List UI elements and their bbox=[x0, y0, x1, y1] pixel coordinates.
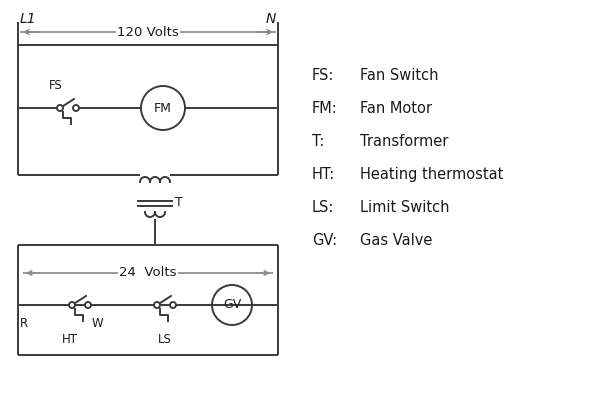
Text: FM:: FM: bbox=[312, 101, 337, 116]
Text: W: W bbox=[92, 317, 104, 330]
Text: FS:: FS: bbox=[312, 68, 335, 83]
Text: FM: FM bbox=[154, 102, 172, 114]
Text: 120 Volts: 120 Volts bbox=[117, 26, 179, 38]
Text: GV: GV bbox=[223, 298, 241, 312]
Text: FS: FS bbox=[49, 79, 63, 92]
Text: Fan Switch: Fan Switch bbox=[360, 68, 438, 83]
Text: 24  Volts: 24 Volts bbox=[119, 266, 177, 280]
Text: GV:: GV: bbox=[312, 233, 337, 248]
Text: Transformer: Transformer bbox=[360, 134, 448, 149]
Text: Fan Motor: Fan Motor bbox=[360, 101, 432, 116]
Text: HT: HT bbox=[62, 333, 78, 346]
Circle shape bbox=[69, 302, 75, 308]
Text: HT:: HT: bbox=[312, 167, 335, 182]
Text: T:: T: bbox=[312, 134, 324, 149]
Text: L1: L1 bbox=[20, 12, 37, 26]
Circle shape bbox=[154, 302, 160, 308]
Text: Heating thermostat: Heating thermostat bbox=[360, 167, 503, 182]
Text: LS: LS bbox=[158, 333, 172, 346]
Circle shape bbox=[57, 105, 63, 111]
Text: Gas Valve: Gas Valve bbox=[360, 233, 432, 248]
Text: Limit Switch: Limit Switch bbox=[360, 200, 450, 215]
Circle shape bbox=[73, 105, 79, 111]
Circle shape bbox=[170, 302, 176, 308]
Text: T: T bbox=[175, 196, 183, 210]
Text: R: R bbox=[20, 317, 28, 330]
Text: N: N bbox=[266, 12, 276, 26]
Circle shape bbox=[85, 302, 91, 308]
Text: LS:: LS: bbox=[312, 200, 335, 215]
